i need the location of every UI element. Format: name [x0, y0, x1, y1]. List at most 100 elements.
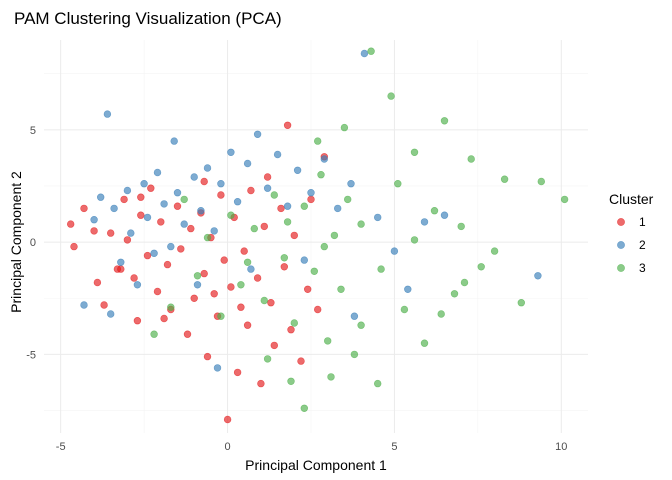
point-cluster-2 — [374, 213, 382, 222]
point-cluster-1 — [106, 229, 115, 237]
point-cluster-3 — [477, 263, 485, 271]
point-cluster-3 — [340, 123, 349, 132]
point-cluster-3 — [357, 220, 365, 228]
point-cluster-1 — [277, 204, 285, 213]
point-cluster-2 — [197, 207, 205, 215]
point-cluster-1 — [260, 222, 268, 231]
point-cluster-3 — [410, 148, 419, 157]
point-cluster-1 — [190, 294, 198, 302]
point-cluster-2 — [350, 312, 359, 320]
point-cluster-2 — [180, 220, 188, 228]
point-cluster-3 — [337, 285, 345, 293]
point-cluster-3 — [500, 175, 509, 183]
point-cluster-1 — [187, 224, 195, 233]
point-cluster-1 — [297, 357, 305, 365]
point-cluster-3 — [317, 171, 325, 179]
point-cluster-3 — [203, 233, 212, 242]
legend-label-cluster-3: 3 — [639, 261, 646, 275]
point-cluster-2 — [347, 180, 355, 188]
y-tick-label: 0 — [30, 237, 36, 249]
point-cluster-1 — [257, 379, 265, 388]
point-cluster-2 — [173, 189, 182, 197]
point-cluster-1 — [120, 195, 128, 204]
point-cluster-1 — [133, 317, 142, 325]
point-cluster-1 — [90, 227, 98, 235]
point-cluster-2 — [170, 137, 178, 145]
point-cluster-2 — [140, 180, 148, 188]
point-cluster-2 — [404, 285, 412, 293]
point-cluster-3 — [344, 195, 352, 204]
chart-title: PAM Clustering Visualization (PCA) — [14, 9, 282, 28]
point-cluster-3 — [450, 290, 459, 298]
point-cluster-2 — [90, 216, 98, 224]
point-cluster-2 — [80, 301, 88, 309]
legend-key-cluster-3 — [617, 264, 625, 272]
point-cluster-3 — [437, 310, 445, 318]
point-cluster-3 — [217, 312, 225, 320]
point-cluster-1 — [267, 299, 275, 307]
x-tick-label: 5 — [391, 441, 397, 453]
point-cluster-2 — [390, 247, 399, 255]
point-cluster-3 — [320, 242, 328, 251]
point-cluster-2 — [320, 155, 328, 163]
x-tick-label: 10 — [555, 441, 567, 453]
point-cluster-1 — [283, 121, 292, 130]
point-cluster-2 — [150, 249, 158, 258]
point-cluster-3 — [377, 265, 385, 273]
point-cluster-3 — [440, 117, 449, 125]
point-cluster-1 — [237, 303, 245, 311]
point-cluster-3 — [180, 195, 188, 204]
point-cluster-1 — [240, 247, 248, 255]
point-cluster-3 — [270, 191, 278, 199]
point-cluster-1 — [253, 274, 262, 282]
point-cluster-1 — [233, 368, 242, 377]
point-cluster-3 — [243, 258, 252, 266]
point-cluster-2 — [360, 49, 369, 58]
point-cluster-3 — [537, 177, 545, 186]
point-cluster-3 — [400, 305, 409, 314]
point-cluster-2 — [227, 148, 235, 157]
point-cluster-1 — [163, 260, 172, 269]
point-cluster-3 — [263, 355, 272, 363]
point-cluster-2 — [110, 204, 118, 213]
point-cluster-2 — [96, 193, 105, 201]
point-cluster-2 — [253, 130, 262, 139]
point-cluster-1 — [157, 218, 165, 226]
point-cluster-1 — [223, 415, 232, 424]
point-cluster-1 — [100, 301, 108, 309]
point-cluster-2 — [127, 229, 135, 237]
point-cluster-2 — [273, 150, 282, 159]
point-cluster-3 — [490, 247, 499, 255]
point-cluster-3 — [250, 224, 259, 233]
point-cluster-3 — [314, 137, 322, 145]
legend-label-cluster-2: 2 — [639, 238, 646, 252]
x-axis-title: Principal Component 1 — [245, 457, 387, 473]
point-cluster-3 — [560, 195, 569, 204]
point-cluster-2 — [293, 166, 302, 175]
point-cluster-1 — [200, 177, 208, 186]
point-cluster-2 — [160, 200, 168, 208]
axis-ticks: -5 0 5 10 -5 0 5 — [26, 125, 567, 453]
point-cluster-2 — [243, 159, 252, 168]
point-cluster-1 — [304, 285, 312, 293]
point-cluster-3 — [410, 236, 419, 244]
point-cluster-1 — [183, 330, 192, 338]
point-cluster-2 — [106, 310, 115, 318]
point-cluster-1 — [210, 290, 218, 298]
point-cluster-2 — [213, 364, 222, 372]
point-cluster-2 — [334, 204, 342, 213]
point-cluster-1 — [123, 236, 132, 244]
point-cluster-3 — [467, 155, 475, 163]
point-cluster-3 — [227, 211, 235, 219]
point-cluster-3 — [237, 281, 245, 289]
point-cluster-2 — [217, 180, 225, 188]
point-cluster-2 — [307, 189, 315, 197]
grid-lines — [44, 40, 588, 433]
point-cluster-2 — [440, 211, 449, 219]
point-cluster-1 — [70, 242, 78, 251]
point-cluster-3 — [517, 299, 525, 307]
point-cluster-2 — [300, 256, 308, 264]
point-cluster-2 — [203, 164, 212, 172]
